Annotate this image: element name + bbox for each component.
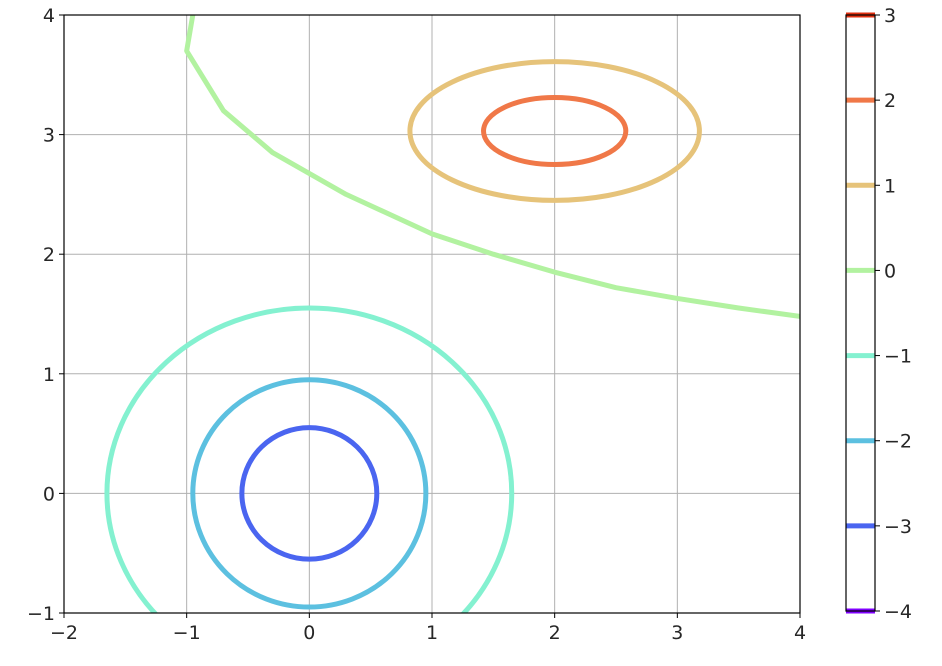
colorbar-tick-label: 3 xyxy=(884,5,896,27)
x-tick-label: −2 xyxy=(50,622,78,644)
y-tick-label: 1 xyxy=(43,364,55,386)
colorbar-tick-label: −4 xyxy=(884,601,912,623)
x-tick-label: 4 xyxy=(794,622,806,644)
colorbar-tick-label: 1 xyxy=(884,175,896,197)
contour-level-0 xyxy=(184,15,800,319)
grid-lines xyxy=(64,15,800,613)
y-tick-label: 4 xyxy=(43,5,55,27)
x-tick-label: 0 xyxy=(303,622,315,644)
colorbar-body xyxy=(846,15,875,611)
x-axis-ticks: −2 −1 0 1 2 3 4 xyxy=(50,613,806,644)
x-tick-label: 1 xyxy=(426,622,438,644)
contour-level-2 xyxy=(481,95,629,167)
x-tick-label: 2 xyxy=(549,622,561,644)
colorbar: −4 −3 −2 −1 0 1 2 3 xyxy=(845,5,912,623)
y-tick-label: 3 xyxy=(43,125,55,147)
x-tick-label: −1 xyxy=(173,622,201,644)
contour-level--1 xyxy=(104,305,515,613)
y-tick-label: 2 xyxy=(43,244,55,266)
colorbar-tick-label: −3 xyxy=(884,516,912,538)
colorbar-tick-label: −1 xyxy=(884,346,912,368)
colorbar-tick-label: 2 xyxy=(884,90,896,112)
contour-level--3 xyxy=(239,425,380,562)
y-axis-ticks: −1 0 1 2 3 4 xyxy=(27,5,64,625)
y-tick-label: −1 xyxy=(27,603,55,625)
contour-level-1 xyxy=(407,59,702,203)
colorbar-tick-label: 0 xyxy=(884,260,896,282)
contour-lines xyxy=(104,15,800,613)
y-tick-label: 0 xyxy=(43,483,55,505)
contour-level--2 xyxy=(190,377,429,610)
colorbar-frame xyxy=(845,14,876,612)
x-tick-label: 3 xyxy=(671,622,683,644)
colorbar-tick-label: −2 xyxy=(884,431,912,453)
